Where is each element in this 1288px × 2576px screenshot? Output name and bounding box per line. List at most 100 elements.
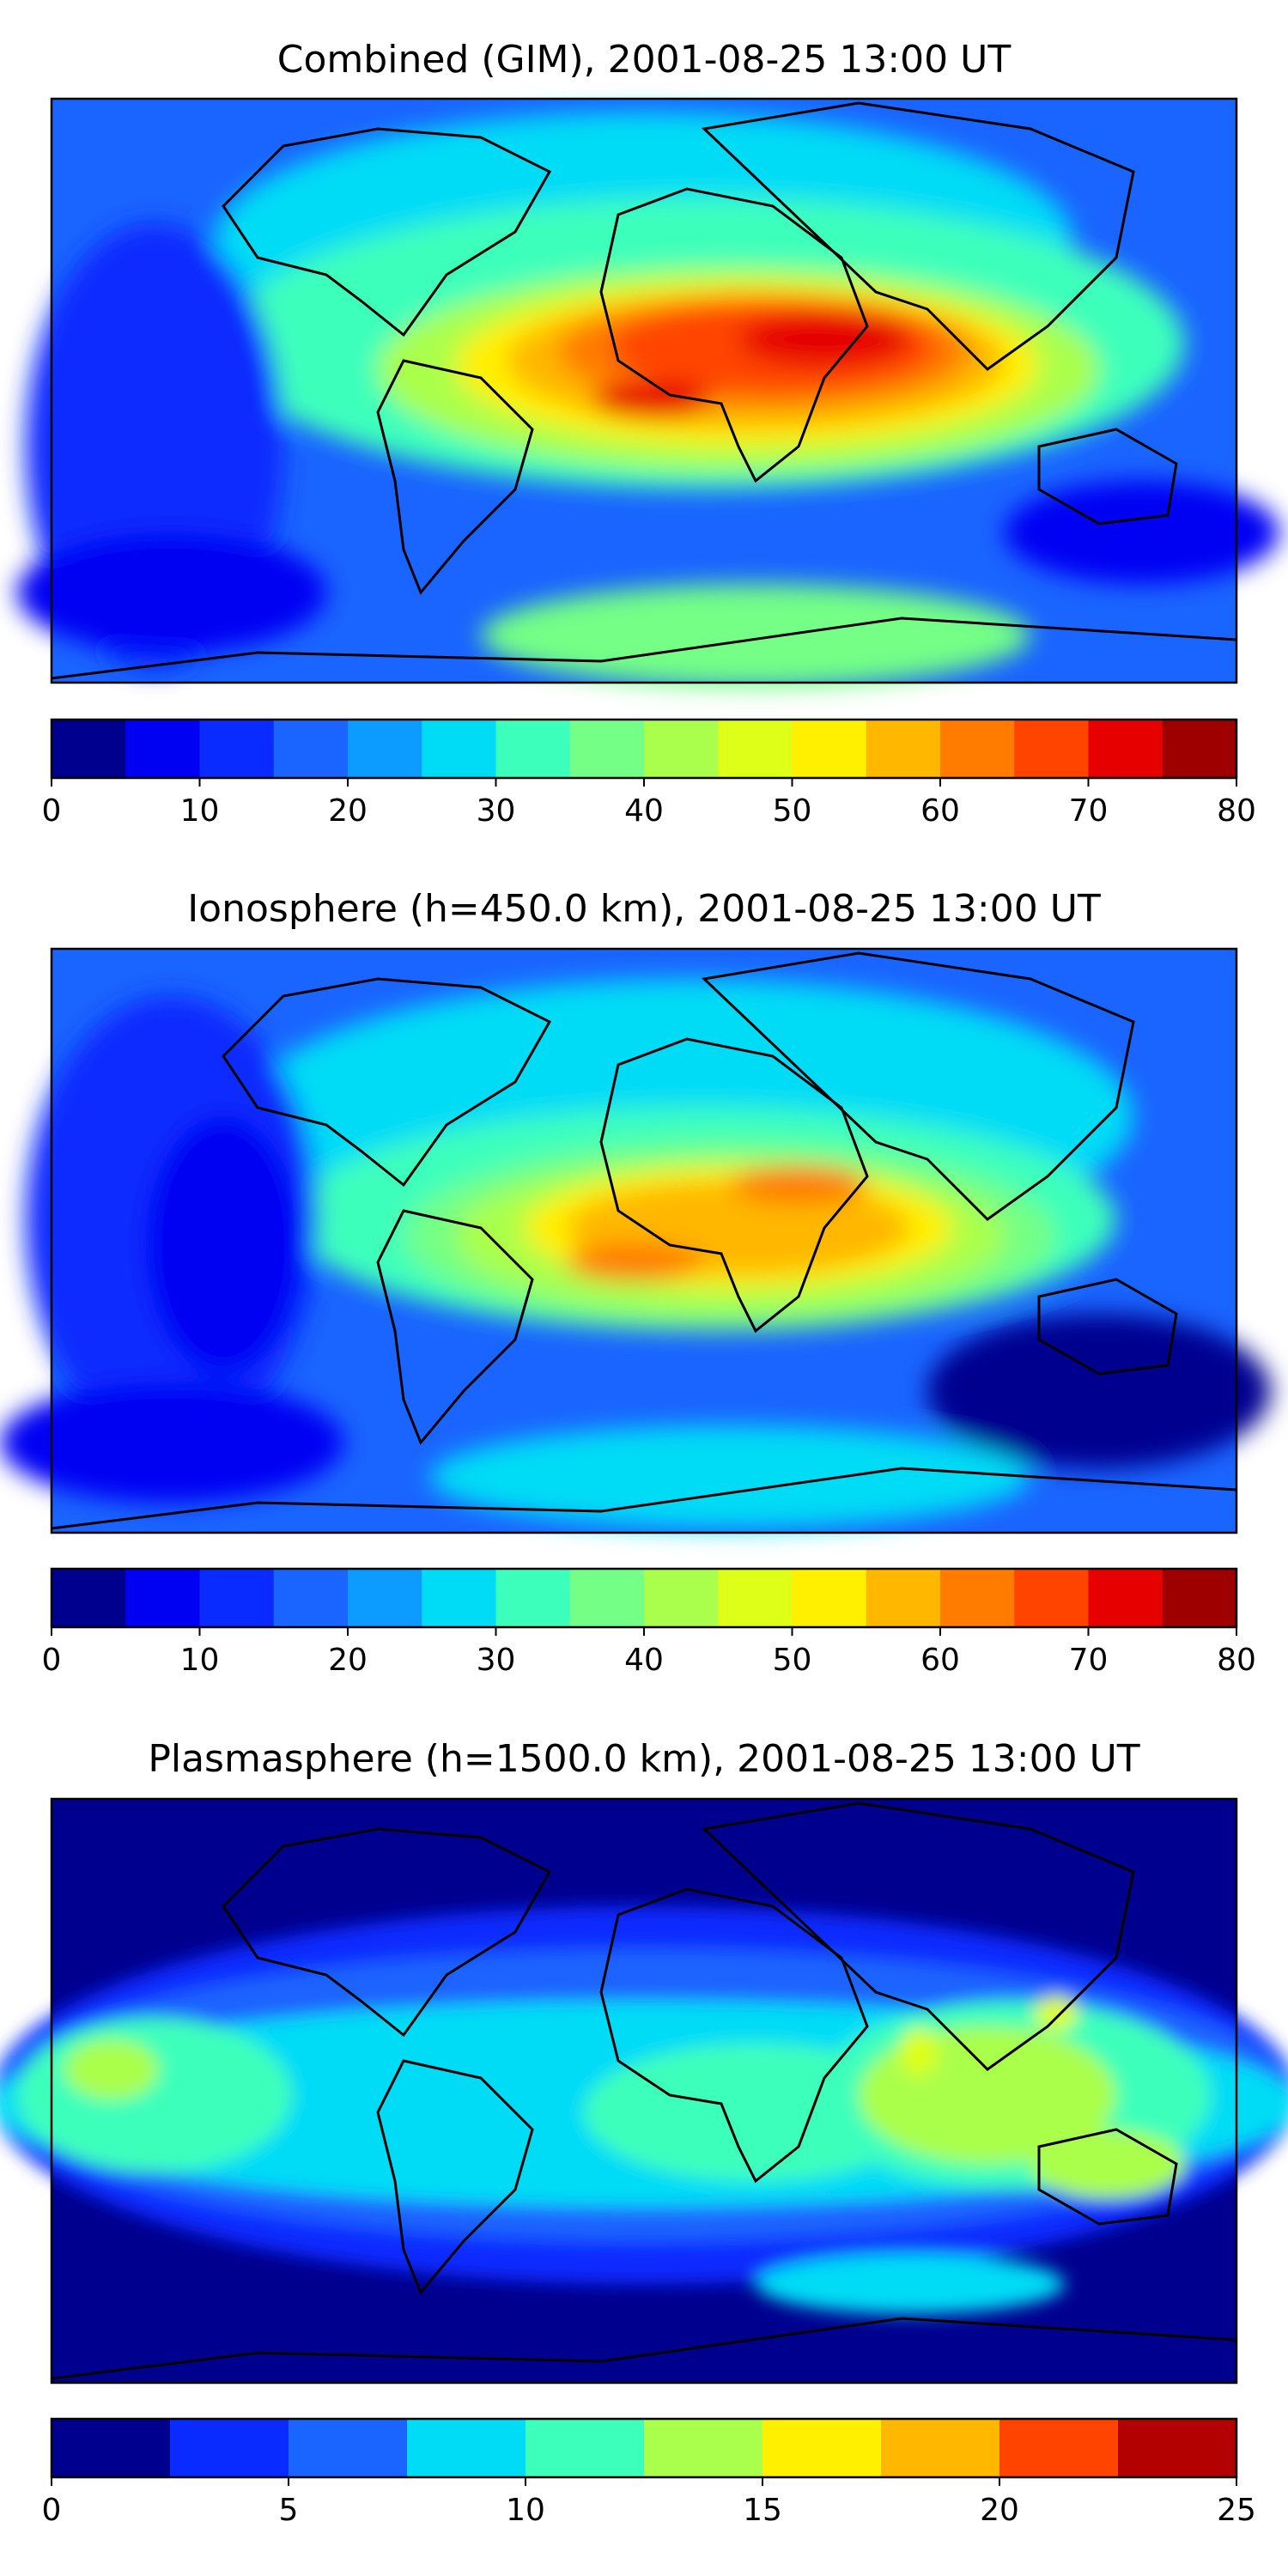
colorbar-tick-label: 70 [1069, 1643, 1109, 1678]
p2-antarctic-30 [429, 1425, 1030, 1528]
colorbar-swatch [1162, 1569, 1237, 1627]
panel-3-colorbar-swatches [52, 2419, 1237, 2477]
colorbar-tick-label: 10 [506, 2493, 545, 2528]
panel-2-colorbar-ticks: 0 10 20 30 40 50 60 70 80 [42, 1627, 1256, 1678]
panel-3-contours [0, 1906, 1288, 2314]
colorbar-swatch [792, 720, 867, 778]
colorbar-swatch [348, 1569, 422, 1627]
colorbar-tick-label: 0 [42, 2493, 62, 2528]
colorbar-tick-label: 80 [1217, 1643, 1256, 1678]
panel-3-coastlines [51, 1801, 1237, 2380]
colorbar-tick-label: 10 [180, 1643, 220, 1678]
colorbar-swatch [718, 720, 793, 778]
panel-3-title: Plasmasphere (h=1500.0 km), 2001-08-25 1… [148, 1737, 1139, 1781]
colorbar-swatch [348, 720, 422, 778]
panel-2-colorbar-swatches [52, 1569, 1237, 1627]
colorbar-swatch [407, 2419, 526, 2477]
p1-south-pacific-low [17, 532, 326, 653]
p3-india-17-5 [900, 2028, 938, 2076]
colorbar-swatch [422, 1569, 496, 1627]
panel-2-map [0, 947, 1271, 1534]
p2-60-east [730, 1166, 867, 1204]
colorbar-tick-label: 80 [1217, 793, 1256, 829]
colorbar-swatch [644, 2419, 763, 2477]
p3-coast-africa-europe [599, 1887, 869, 2184]
colorbar-tick-label: 60 [920, 793, 960, 829]
colorbar-tick-label: 50 [773, 1643, 812, 1678]
p3-west-15 [64, 2039, 159, 2099]
colorbar-tick-label: 5 [279, 2493, 299, 2528]
colorbar-swatch [170, 2419, 289, 2477]
colorbar-tick-label: 50 [773, 793, 812, 829]
colorbar-swatch [1014, 1569, 1089, 1627]
p2-coast-asia [701, 951, 1135, 1221]
colorbar-swatch [52, 2419, 171, 2477]
colorbar-swatch [495, 720, 571, 778]
colorbar-tick-label: 0 [42, 793, 62, 829]
colorbar-tick-label: 40 [624, 793, 664, 829]
colorbar-swatch [1088, 1569, 1163, 1627]
colorbar-tick-label: 20 [328, 1643, 368, 1678]
colorbar-swatch [762, 2419, 882, 2477]
colorbar-swatch [718, 1569, 793, 1627]
colorbar-swatch [940, 1569, 1015, 1627]
panel-3-colorbar: 0 5 10 15 20 25 [42, 2417, 1256, 2528]
colorbar-swatch [1088, 720, 1163, 778]
colorbar-tick-label: 60 [920, 1643, 960, 1678]
p2-pacific-deep-low [146, 1116, 301, 1374]
colorbar-swatch [52, 1569, 126, 1627]
p2-australia-low [927, 1314, 1271, 1468]
colorbar-tick-label: 0 [42, 1643, 62, 1678]
colorbar-swatch [866, 720, 941, 778]
p2-coast-australia [1037, 1278, 1178, 1376]
p3-coast-antarctica [51, 2317, 1237, 2380]
colorbar-swatch [273, 1569, 349, 1627]
panel-2-title: Ionosphere (h=450.0 km), 2001-08-25 13:0… [187, 887, 1101, 931]
colorbar-swatch [289, 2419, 408, 2477]
colorbar-swatch [940, 720, 1015, 778]
colorbar-swatch [881, 2419, 1000, 2477]
colorbar-swatch [199, 720, 275, 778]
p3-coast-north-america [222, 1827, 552, 2038]
colorbar-swatch [526, 2419, 645, 2477]
colorbar-swatch [1162, 720, 1237, 778]
panel-3-colorbar-ticks: 0 5 10 15 20 25 [42, 2477, 1256, 2528]
panel-2-map-frame [50, 947, 1238, 1534]
colorbar-swatch [125, 1569, 200, 1627]
colorbar-swatch [569, 720, 645, 778]
panel-1-coastlines [51, 101, 1237, 680]
colorbar-swatch [125, 720, 200, 778]
colorbar-tick-label: 30 [477, 793, 516, 829]
colorbar-tick-label: 40 [624, 1643, 664, 1678]
p1-70-east [738, 312, 910, 367]
panel-3-map [0, 1797, 1288, 2385]
p3-coast-australia [1037, 2128, 1178, 2226]
panel-2-coastlines [51, 951, 1237, 1530]
colorbar-swatch [273, 720, 349, 778]
colorbar-swatch [792, 1569, 867, 1627]
p2-60-west [567, 1243, 704, 1281]
colorbar-swatch [644, 1569, 719, 1627]
p1-coast-australia [1037, 428, 1178, 526]
colorbar-swatch [644, 720, 719, 778]
p1-antarctic-35 [481, 584, 1030, 687]
p2-coast-antarctica [51, 1467, 1237, 1530]
p1-coast-africa-europe [599, 187, 869, 483]
panel-2-colorbar: 0 10 20 30 40 50 60 70 80 [42, 1567, 1256, 1678]
p2-south-low [0, 1382, 343, 1503]
p2-coast-north-america [222, 977, 552, 1188]
colorbar-tick-label: 25 [1217, 2493, 1256, 2528]
p1-coast-asia [701, 101, 1135, 371]
panel-2-contours [0, 979, 1271, 1528]
panel-1-colorbar-ticks: 0 10 20 30 40 50 60 70 80 [42, 778, 1256, 829]
p3-pacific-17-5 [1035, 1996, 1078, 2031]
colorbar-tick-label: 15 [743, 2493, 782, 2528]
panel-1-map-frame [50, 97, 1238, 684]
panel-1-title: Combined (GIM), 2001-08-25 13:00 UT [277, 38, 1012, 82]
panel-3-colorbar-frame [50, 2417, 1238, 2479]
p1-coast-north-america [222, 127, 552, 337]
panel-1-colorbar-swatches [52, 720, 1237, 778]
colorbar-swatch [1014, 720, 1089, 778]
colorbar-tick-label: 20 [328, 793, 368, 829]
